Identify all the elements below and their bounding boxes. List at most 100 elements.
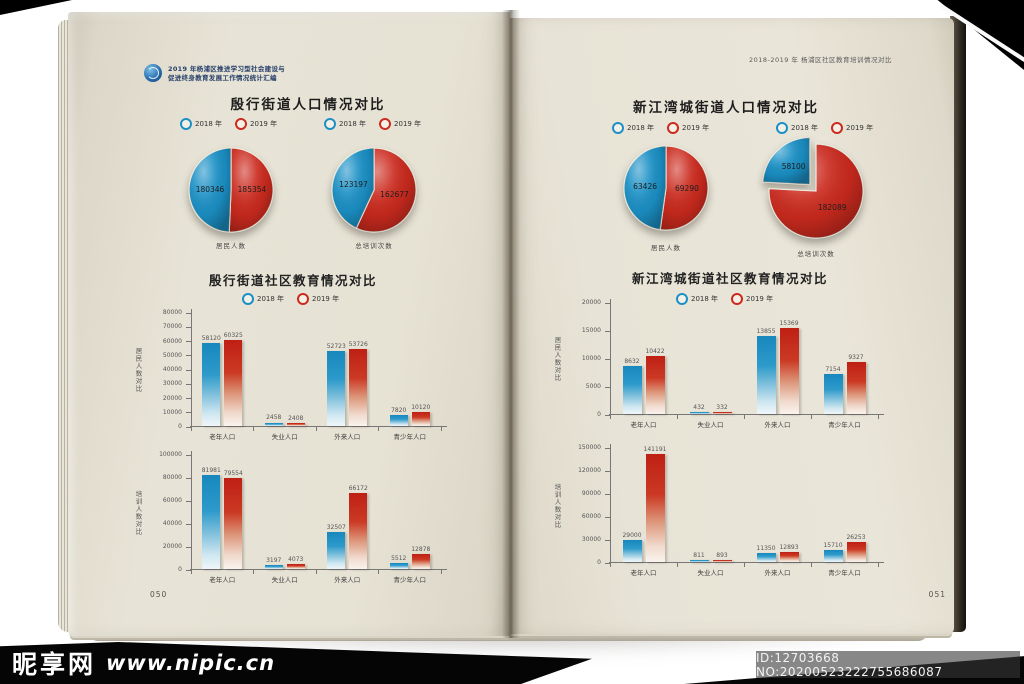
bar-series-1 [779,327,799,414]
y-tick-label: 40000 [162,366,182,373]
x-tick [609,563,611,567]
y-tick-label: 0 [597,559,601,566]
pie-shading [229,148,274,232]
bar-series-0 [756,336,776,414]
bar-chart-residents: 0 5000 10000 15000 20000 老年人口 8632 10422 失业人口 432… [553,299,884,429]
pie-value-label: 185354 [237,185,267,195]
x-tick [877,563,879,567]
bar-series-1 [349,349,368,426]
bar-value-label: 15369 [779,319,799,327]
x-tick [253,427,254,431]
y-tick-label: 20000 [162,394,182,402]
bar-value-label: 10120 [411,403,431,411]
bar-series-0 [389,414,408,426]
bar-legend: 2018 年 2019 年 [676,293,773,305]
bar-series-0 [202,474,221,569]
legend-2019-marker-icon [379,118,392,130]
y-tick [605,539,610,541]
legend-2018-marker-icon [324,118,336,130]
legend-2018-marker-icon [776,122,788,134]
bar-value-label: 79554 [223,469,243,477]
x-axis [609,562,884,563]
bar-value-label: 32507 [326,523,346,531]
pie-shading [768,144,863,239]
x-tick [609,415,611,419]
pie-shading [660,146,708,230]
pie-chart-residents: 185354 180346 [186,145,276,235]
category-label: 外来人口 [334,576,361,584]
bar-series-1 [411,411,430,426]
pie-shading [189,148,231,232]
legend-2019-label: 2019 年 [682,124,710,132]
legend-item-2018: 2018 年 [612,122,654,134]
legend-2018-label: 2018 年 [195,120,223,128]
education-section-title: 殷行街道社区教育情况对比 [208,274,377,288]
y-tick [605,302,610,304]
pie-svg [188,147,274,233]
bar-value-label: 29000 [622,531,642,539]
pie-shading [762,137,810,185]
bar-series-1 [712,412,732,414]
y-tick [186,412,191,414]
y-tick [186,398,191,399]
y-tick-label: 60000 [581,513,601,520]
bar-series-1 [645,453,665,562]
x-tick [253,570,254,574]
legend-2018-label: 2018 年 [339,120,367,128]
y-axis-title: 培训人数对比 [134,490,142,535]
bar-series-1 [645,355,665,414]
y-tick [605,447,610,449]
y-tick-label: 15000 [581,327,601,334]
pie-svg [331,147,417,233]
bar-series-1 [411,554,430,569]
pie-legend: 2018 年 2019 年 [180,118,277,130]
y-tick-label: 20000 [162,543,182,550]
y-tick-label: 150000 [578,444,601,451]
bar-value-label: 12893 [779,544,799,552]
y-tick-label: 100000 [159,451,182,458]
pie-legend: 2018 年 2019 年 [776,122,873,134]
bar-series-0 [264,565,283,569]
x-axis [609,414,884,415]
bar-series-1 [779,552,799,562]
legend-2019-marker-icon [667,122,680,134]
y-tick [605,493,610,495]
y-tick-label: 20000 [581,299,601,306]
bar-series-0 [756,553,776,562]
left-page: 2019 年杨浦区推进学习型社会建设与 促进终身教育发展工作情况统计汇编 殷行街… [68,12,510,636]
legend-2019-label: 2019 年 [846,124,874,132]
y-tick-label: 40000 [162,520,182,527]
x-tick [743,563,745,567]
x-tick [810,563,812,567]
pie-shading [623,145,666,230]
bar-series-1 [224,477,243,569]
bar-series-1 [846,541,866,562]
legend-item-2018: 2018 年 [776,122,818,134]
legend-item-2018: 2018 年 [324,118,366,130]
y-tick [605,470,610,472]
y-tick [186,500,191,502]
bar-value-label: 141191 [643,445,667,453]
y-axis [610,299,611,415]
legend-item-2019: 2019 年 [297,293,339,305]
y-axis-title: 居民人数对比 [553,336,561,382]
pie-svg [623,145,709,231]
bar-series-0 [264,422,283,426]
y-tick [605,330,610,332]
bar-series-0 [689,411,709,414]
page-number: 051 [928,590,946,599]
pie-caption-residents: 居民人数 [216,242,246,250]
legend-2019-marker-icon [831,122,844,134]
pie-legend: 2018 年 2019 年 [612,122,709,134]
publication-header-line2: 促进终身教育发展工作情况统计汇编 [168,73,277,82]
y-tick-label: 0 [178,423,182,430]
watermark-site-url: www.nipic.cn [106,651,276,675]
pie-value-label: 69290 [675,184,699,194]
y-axis [191,451,192,570]
legend-2018-marker-icon [242,293,254,305]
bar-value-label: 10422 [645,347,665,355]
bar-value-label: 8632 [624,357,640,365]
bar-value-label: 60325 [223,332,243,340]
y-axis-title: 培训人数对比 [553,483,561,528]
